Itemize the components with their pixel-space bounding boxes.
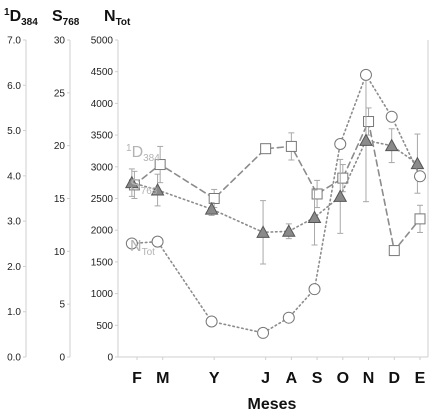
data-point-square: [154, 159, 166, 171]
series-d: [128, 107, 426, 257]
data-point-triangle: [384, 138, 399, 152]
axis-title-n: NTot: [104, 8, 131, 28]
data-point-triangle: [150, 183, 165, 196]
y-tick-label-n: 2500: [91, 194, 114, 205]
y-tick-label-s: 30: [54, 36, 66, 47]
y-tick-label-d: 0.0: [7, 353, 21, 364]
x-tick-label: O: [337, 370, 349, 387]
series-label-d: 1D384: [126, 143, 160, 164]
y-tick-label-d: 6.0: [7, 81, 21, 92]
y-tick-label-s: 20: [54, 141, 66, 152]
x-tick-label: E: [415, 370, 426, 387]
series-line-d: [133, 118, 421, 253]
y-tick-label-n: 4000: [91, 99, 114, 110]
data-point-triangle: [410, 156, 425, 170]
data-point-triangle: [281, 224, 296, 237]
data-point-circle: [151, 235, 164, 248]
x-tick-label: F: [132, 370, 142, 387]
y-tick-label-n: 5000: [91, 36, 114, 47]
x-tick-label: A: [286, 370, 298, 387]
data-point-square: [363, 116, 375, 128]
data-point-circle: [385, 110, 398, 123]
y-tick-label-s: 15: [54, 194, 66, 205]
data-point-triangle: [125, 175, 139, 189]
data-point-circle: [334, 137, 347, 150]
data-point-circle: [359, 68, 372, 81]
series-label-n: NTot: [130, 238, 155, 258]
y-tick-label-d: 3.0: [7, 217, 21, 228]
data-point-square: [208, 193, 220, 204]
data-point-square: [414, 213, 426, 225]
data-point-triangle: [333, 189, 348, 202]
x-tick-label: S: [312, 370, 323, 387]
x-tick-label: J: [261, 370, 270, 387]
axis-title-d-sup: 1: [4, 7, 10, 18]
y-tick-label-s: 0: [59, 353, 65, 364]
y-tick-label-n: 3500: [91, 131, 114, 142]
data-point-circle: [205, 315, 218, 328]
x-tick-label: N: [363, 370, 375, 387]
series-line-n: [131, 73, 421, 334]
data-point-circle: [414, 170, 426, 183]
y-tick-label-n: 2000: [91, 226, 114, 237]
series-line-s: [131, 139, 419, 234]
ticks-s: 0 5 10 15 20 25 30: [54, 36, 70, 364]
y-tick-label-n: 4500: [91, 67, 114, 78]
x-tick-label: M: [156, 370, 169, 387]
data-point-triangle: [307, 210, 322, 224]
y-tick-label-n: 0: [107, 353, 113, 364]
y-tick-label-d: 4.0: [7, 171, 21, 182]
y-tick-label-s: 10: [54, 247, 66, 258]
data-point-circle: [282, 311, 295, 324]
x-axis-label: Meses: [248, 396, 297, 413]
y-tick-label-n: 1500: [91, 257, 114, 268]
series-n: [125, 68, 426, 339]
axis-title-d: 1D384: [4, 7, 38, 28]
data-point-circle: [257, 326, 270, 339]
data-point-square: [311, 188, 323, 200]
y-tick-label-d: 7.0: [7, 36, 21, 47]
data-point-triangle: [359, 133, 373, 146]
x-tick-label: Y: [209, 370, 220, 387]
y-tick-label-d: 5.0: [7, 126, 21, 137]
y-tick-label-s: 5: [59, 300, 65, 311]
data-point-circle: [308, 283, 321, 296]
series-label-s: S768: [130, 177, 158, 197]
y-tick-label-n: 1000: [91, 289, 114, 300]
ticks-d: 0.0 1.0 2.0 3.0 4.0 5.0 6.0 7.0: [7, 36, 26, 364]
data-point-triangle: [204, 202, 219, 215]
x-tick-label: D: [388, 370, 400, 387]
y-tick-label-s: 25: [54, 88, 66, 99]
ticks-n: 0 500 1000 1500 2000 2500 3000 3500 4000 4500 5000: [91, 36, 118, 364]
data-point-square: [285, 140, 297, 152]
data-point-square: [388, 245, 400, 257]
y-tick-label-n: 500: [96, 321, 113, 332]
data-point-circle: [125, 237, 138, 250]
y-tick-label-d: 2.0: [7, 262, 21, 273]
series-layer: [125, 68, 426, 339]
y-tick-label-n: 3000: [91, 162, 114, 173]
axis-title-s: S768: [52, 8, 80, 28]
data-point-square: [260, 143, 272, 155]
data-point-triangle: [256, 225, 270, 238]
y-tick-label-d: 1.0: [7, 307, 21, 318]
